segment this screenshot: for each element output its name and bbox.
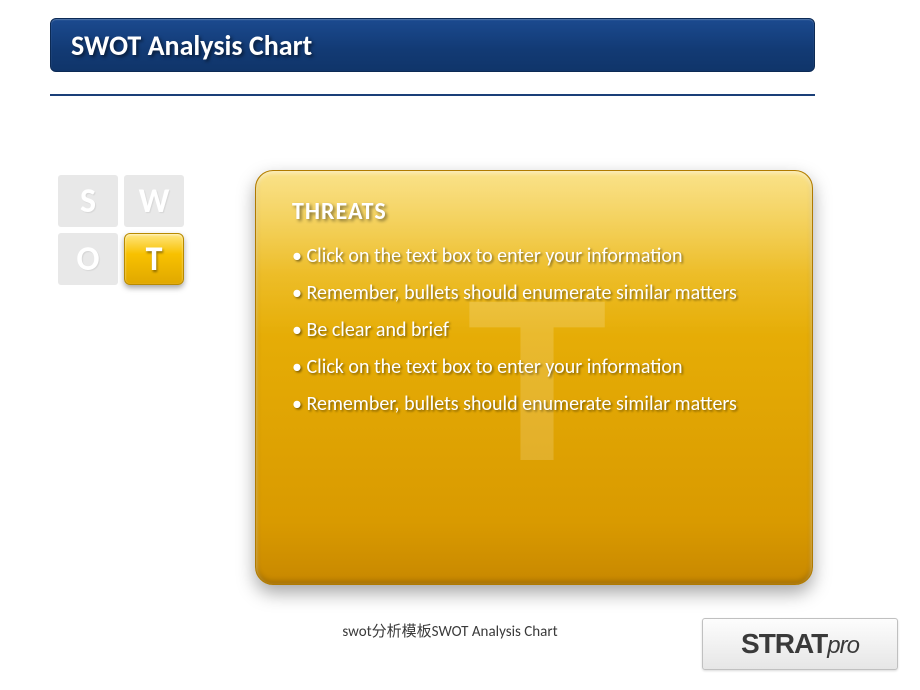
- bullet-item[interactable]: Click on the text box to enter your info…: [292, 355, 782, 380]
- page-title: SWOT Analysis Chart: [71, 28, 312, 63]
- title-underline: [50, 94, 815, 96]
- swot-cell-s[interactable]: S: [58, 175, 118, 227]
- swot-cell-w[interactable]: W: [124, 175, 184, 227]
- panel-heading: THREATS: [292, 197, 782, 226]
- bullet-item[interactable]: Be clear and brief: [292, 318, 782, 343]
- swot-mini-grid: S W O T: [58, 175, 184, 285]
- brand-logo: STRATpro: [702, 618, 898, 670]
- bullet-item[interactable]: Remember, bullets should enumerate simil…: [292, 392, 782, 417]
- bullet-list[interactable]: Click on the text box to enter your info…: [292, 244, 782, 417]
- logo-text-bold: STRAT: [741, 628, 827, 660]
- title-bar: SWOT Analysis Chart: [50, 18, 815, 72]
- threats-panel: T THREATS Click on the text box to enter…: [255, 170, 813, 585]
- bullet-item[interactable]: Remember, bullets should enumerate simil…: [292, 281, 782, 306]
- bullet-item[interactable]: Click on the text box to enter your info…: [292, 244, 782, 269]
- logo-text-light: pro: [827, 632, 859, 660]
- swot-cell-t[interactable]: T: [124, 233, 184, 285]
- footer-caption: swot分析模板SWOT Analysis Chart: [320, 623, 580, 643]
- swot-cell-o[interactable]: O: [58, 233, 118, 285]
